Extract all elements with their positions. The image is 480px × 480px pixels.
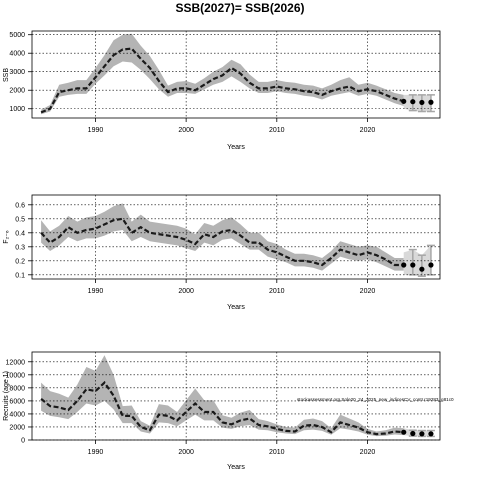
recruits-x-tick-label: 2000 — [178, 449, 194, 456]
ssb-forecast-point — [419, 99, 425, 106]
ssb-x-tick-label: 1990 — [88, 127, 104, 134]
recruits-x-tick-label: 1990 — [88, 449, 104, 456]
ssb-x-axis-label: Years — [227, 144, 245, 151]
ssb-estimate-line — [40, 47, 405, 114]
recruits-y-tick-label: 10000 — [6, 372, 26, 379]
f-y-tick-label: 0.5 — [15, 216, 25, 223]
recruits-x-tick-label: 2020 — [360, 449, 376, 456]
ssb-y-axis-label: SSB — [3, 68, 10, 82]
recruits-y-axis-label: Recruits (age 1) — [3, 371, 10, 421]
f-forecast-point — [401, 262, 407, 268]
recruits-forecast-band — [403, 428, 431, 437]
f-forecast-point — [419, 266, 425, 272]
ssb-forecast-band — [403, 94, 431, 112]
recruits-forecast-point — [401, 429, 407, 435]
recruits-x-tick-label: 2010 — [269, 449, 285, 456]
recruits-forecast-point — [410, 430, 416, 437]
f-y-tick-label: 0.3 — [15, 244, 25, 251]
ssb-panel: 1990 2000 2010 2020 1000 2000 3000 4000 5000 Year… — [3, 30, 441, 151]
recruits-forecast-point — [428, 431, 434, 437]
f-forecast-point — [410, 262, 416, 268]
f-x-tick-label: 2000 — [178, 288, 194, 295]
f-y-tick-label: 0.1 — [15, 272, 25, 279]
ssb-x-tick-label: 2000 — [178, 127, 194, 134]
recruits-y-tick-label: 4000 — [9, 411, 25, 418]
ssb-plot-frame — [31, 30, 441, 119]
chart-title: SSB(2027)= SSB(2026) — [175, 1, 305, 15]
f-x-tick-label: 2010 — [269, 288, 285, 295]
recruits-y-tick-label: 2000 — [9, 424, 25, 431]
f-plot-frame — [31, 194, 441, 280]
ssb-x-tick-label: 2020 — [360, 127, 376, 134]
ssb-y-tick-label: 3000 — [9, 69, 25, 76]
ssb-x-tick-label: 2010 — [269, 127, 285, 134]
f-confidence-band — [41, 203, 404, 271]
ssb-y-tick-label: 2000 — [9, 88, 25, 95]
recruits-y-tick-label: 6000 — [9, 398, 25, 405]
ssb-y-tick-label: 1000 — [9, 106, 25, 113]
recruits-plot-frame — [31, 351, 441, 441]
ssb-forecast-point — [401, 98, 407, 104]
f-x-tick-label: 2020 — [360, 288, 376, 295]
f-y-axis-label: F₂₋₆ — [3, 230, 10, 244]
f-y-tick-label: 0.6 — [15, 202, 25, 209]
recruits-estimate-line — [40, 380, 404, 436]
f-estimate-line — [40, 217, 404, 267]
f-y-tick-label: 0.4 — [15, 230, 25, 237]
ssb-forecast-point — [428, 99, 434, 105]
ssb-forecast-point — [410, 99, 416, 105]
ssb-y-tick-label: 4000 — [9, 51, 25, 58]
recruits-y-tick-label: 8000 — [9, 385, 25, 392]
f-x-tick-label: 1990 — [88, 288, 104, 295]
recruits-confidence-band — [41, 355, 404, 437]
recruits-y-tick-label: 12000 — [6, 359, 26, 366]
recruitment-panel: stockassessment.org Sole20_24_2025_new_i… — [3, 351, 454, 471]
f-x-axis-label: Years — [227, 304, 245, 311]
stock-annotation: stockassessment.org Sole20_24_2025_new_i… — [297, 397, 454, 402]
recruits-x-axis-label: Years — [227, 464, 245, 471]
f-y-tick-label: 0.2 — [15, 258, 25, 265]
recruits-y-tick-label: 0 — [21, 438, 25, 445]
fishing-mortality-panel: 1990 2000 2010 2020 0.1 0.2 0.3 0.4 0.5 0.6 Years F… — [3, 194, 441, 311]
recruits-forecast-point — [419, 431, 425, 437]
ssb-y-tick-label: 5000 — [9, 32, 25, 39]
f-forecast-point — [428, 262, 434, 268]
